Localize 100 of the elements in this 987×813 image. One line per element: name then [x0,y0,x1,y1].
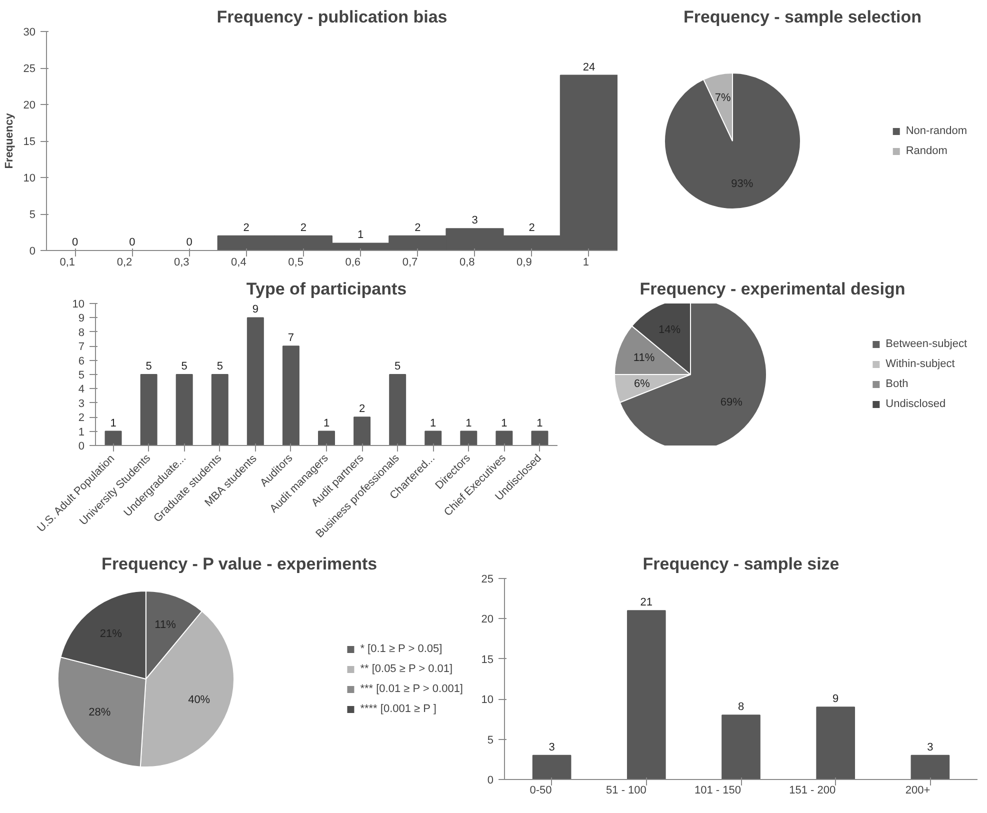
y-tick-label: 9 [78,312,85,325]
bar [211,374,228,446]
y-tick-label: 10 [23,172,36,184]
data-label: 5 [146,360,152,372]
y-tick-label: 10 [72,298,85,310]
x-tick-label: 0,9 [516,256,532,268]
x-tick-label: 0,3 [174,256,190,268]
x-tick-label: 51 - 100 [606,784,646,796]
data-label: 5 [394,360,401,372]
y-tick-label: 30 [23,26,36,38]
bar [460,430,478,446]
data-label: 1 [501,417,508,430]
y-tick-label: 0 [78,440,85,452]
data-label: 2 [243,222,250,234]
legend-label: Within-subject [886,358,955,370]
data-label: 2 [528,222,535,234]
x-tick-label: 0,2 [116,256,132,268]
data-label: 24 [582,61,596,74]
bar [424,430,442,446]
data-label: 1 [430,417,436,430]
data-label: 3 [548,741,555,754]
chart-title: Frequency - sample selection [683,8,922,26]
data-label: 93% [731,178,754,190]
chart-title: Type of participants [246,280,407,298]
bar [532,754,572,780]
data-label: 2 [300,222,307,234]
y-tick-label: 1 [78,426,85,438]
x-tick-label: 0,7 [402,256,418,268]
bar [104,430,122,446]
bar [496,430,513,446]
legend-label: Non-random [906,124,967,136]
x-tick-label: 200+ [905,784,930,796]
y-tick-label: 5 [78,370,85,382]
bar [816,706,856,780]
bar [354,416,371,446]
bar [626,610,666,780]
y-tick-label: 0 [29,246,36,258]
x-tick-label: 1 [582,256,589,268]
y-tick-label: 5 [487,734,494,746]
data-label: 40% [188,694,210,706]
y-tick-label: 15 [23,136,36,148]
legend-label: Between-subject [886,338,967,350]
data-label: 11% [633,352,655,364]
data-label: 7% [714,92,732,104]
legend-label: *** [0.01 ≥ P > 0.001] [360,682,463,694]
legend-label: ** [0.05 ≥ P > 0.01] [360,662,453,674]
x-tick-label: 0,5 [288,256,304,268]
data-label: 1 [110,417,116,430]
x-tick-label: 0,4 [231,256,246,268]
data-label: 3 [927,741,934,754]
data-label: 69% [720,396,743,408]
chart-title: Frequency - sample size [642,554,840,574]
x-tick-label: 101 - 150 [694,784,742,796]
x-tick-label: 151 - 200 [789,784,836,796]
y-tick-label: 10 [481,694,494,706]
x-tick-label: 0,8 [459,256,475,268]
y-tick-label: 5 [29,209,36,221]
y-axis-title: Frequency [3,112,16,169]
y-tick-label: 3 [78,398,85,410]
legend-label: * [0.1 ≥ P > 0.05] [360,642,442,654]
x-tick-label: 0,6 [345,256,361,268]
data-label: 1 [536,417,543,430]
data-label: 5 [216,360,223,372]
bar [176,374,193,446]
legend-label: Random [906,144,948,156]
y-tick-label: 8 [78,326,85,339]
data-label: 11% [154,619,176,632]
bar [246,317,264,446]
data-label: 2 [414,222,421,234]
chart-title: Frequency - experimental design [640,280,906,298]
y-tick-label: 2 [78,412,85,424]
legend-label: Undisclosed [886,398,946,410]
bar [531,430,548,446]
data-label: 3 [472,214,478,227]
data-label: 7 [288,332,294,344]
bar [282,346,300,446]
y-tick-label: 4 [78,384,85,396]
data-label: 1 [466,417,472,430]
y-tick-label: 25 [481,574,494,586]
data-label: 1 [357,229,364,242]
data-label: 9 [832,693,839,706]
legend-label: Both [886,378,908,390]
bar [318,430,335,446]
legend-label: **** [0.001 ≥ P ] [360,702,436,714]
y-tick-label: 20 [23,100,36,112]
chart-title: Frequency - P value - experiments [102,554,378,574]
y-tick-label: 15 [481,654,494,666]
data-label: 21 [640,596,653,609]
chart-title: Frequency - publication bias [216,8,448,26]
data-label: 8 [738,701,744,714]
y-tick-label: 25 [23,63,36,75]
data-label: 9 [252,304,258,316]
data-label: 0 [186,236,192,248]
data-label: 28% [88,706,111,719]
y-tick-label: 6 [78,355,85,368]
bar [389,374,406,446]
data-label: 1 [323,417,330,430]
x-tick-label: 0,1 [60,256,76,268]
bar [910,754,950,780]
y-tick-label: 7 [78,341,85,354]
